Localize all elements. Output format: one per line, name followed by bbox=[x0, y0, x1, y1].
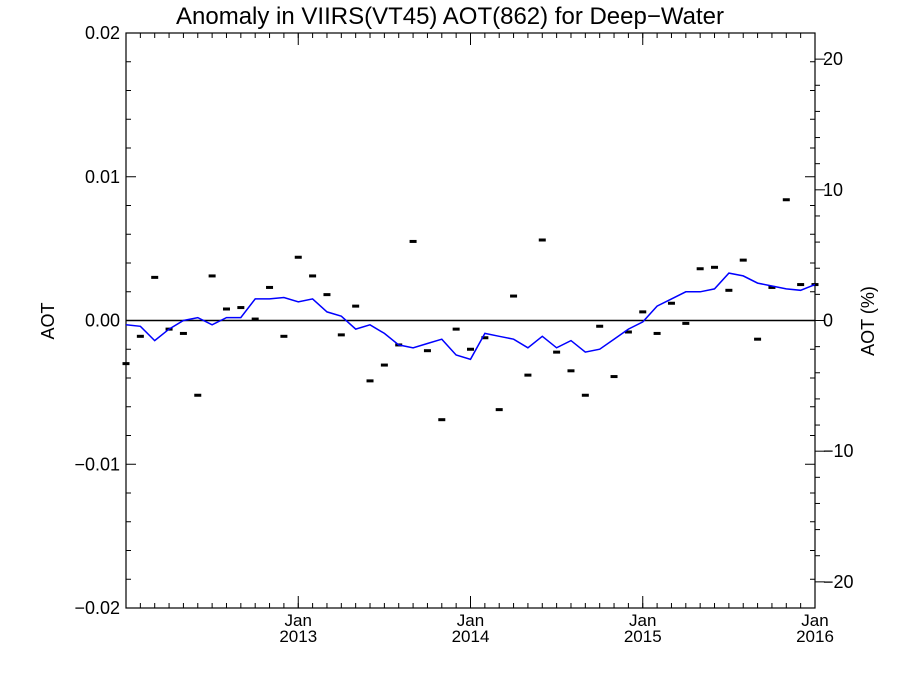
y-tick-label-left: 0.01 bbox=[85, 167, 120, 187]
x-tick-label-year: 2014 bbox=[452, 627, 490, 646]
data-point-dash bbox=[136, 334, 144, 338]
y-tick-label-left: 0.02 bbox=[85, 23, 120, 43]
x-tick-label-month: Jan bbox=[457, 611, 484, 630]
data-point-dash bbox=[423, 349, 431, 353]
data-point-dash bbox=[194, 393, 202, 397]
data-point-dash bbox=[768, 285, 776, 289]
data-point-dash bbox=[754, 337, 762, 341]
data-point-dash bbox=[639, 310, 647, 314]
data-point-dash bbox=[266, 285, 274, 289]
data-point-dash bbox=[467, 347, 474, 351]
data-point-dash bbox=[122, 362, 130, 366]
y-tick-label-right: 20 bbox=[823, 49, 843, 69]
data-point-dash bbox=[294, 255, 302, 259]
data-point-dash bbox=[696, 267, 704, 271]
data-point-dash bbox=[280, 334, 288, 338]
data-point-dash bbox=[711, 265, 719, 269]
plot-area bbox=[122, 198, 819, 422]
data-point-dash bbox=[782, 198, 790, 202]
data-point-dash bbox=[797, 283, 805, 287]
chart-title: Anomaly in VIIRS(VT45) AOT(862) for Deep… bbox=[176, 3, 724, 30]
y-tick-label-right: −20 bbox=[823, 572, 854, 592]
data-point-dash bbox=[452, 327, 460, 331]
data-point-dash bbox=[222, 307, 230, 311]
data-point-dash bbox=[811, 283, 819, 287]
data-point-dash bbox=[553, 350, 561, 354]
data-point-dash bbox=[481, 336, 489, 340]
y-tick-label-right: −10 bbox=[823, 441, 854, 461]
y-tick-label-left: 0.00 bbox=[85, 311, 120, 331]
data-point-dash bbox=[653, 331, 661, 335]
data-point-dash bbox=[596, 324, 604, 328]
data-point-dash bbox=[380, 363, 388, 367]
data-point-dash bbox=[739, 258, 747, 262]
data-point-dash bbox=[610, 375, 618, 379]
data-point-dash bbox=[495, 408, 503, 412]
x-tick-label-year: 2016 bbox=[796, 627, 834, 646]
x-tick-label-year: 2013 bbox=[279, 627, 317, 646]
data-point-dash bbox=[624, 330, 632, 334]
data-point-dash bbox=[438, 418, 446, 422]
y-axis-label-left: AOT bbox=[38, 302, 58, 339]
x-tick-label-month: Jan bbox=[285, 611, 312, 630]
x-tick-label-year: 2015 bbox=[624, 627, 662, 646]
data-point-dash bbox=[237, 306, 245, 310]
data-point-dash bbox=[524, 373, 532, 377]
x-tick-label-month: Jan bbox=[629, 611, 656, 630]
data-point-dash bbox=[581, 393, 589, 397]
data-point-dash bbox=[409, 239, 417, 243]
data-point-dash bbox=[682, 321, 690, 325]
data-point-dash bbox=[309, 274, 317, 278]
data-point-dash bbox=[251, 317, 259, 321]
data-point-dash bbox=[337, 333, 345, 337]
y-axis-label-right: AOT (%) bbox=[858, 286, 878, 356]
y-tick-label-right: 10 bbox=[823, 180, 843, 200]
data-point-dash bbox=[538, 238, 546, 242]
axes: −0.02−0.010.000.010.02−20−1001020Jan2013… bbox=[74, 23, 853, 646]
anomaly-line bbox=[125, 272, 816, 361]
y-tick-label-left: −0.01 bbox=[74, 454, 120, 474]
data-point-dash bbox=[208, 274, 216, 278]
data-point-dash bbox=[667, 301, 675, 305]
data-point-dash bbox=[179, 331, 187, 335]
data-point-dash bbox=[151, 275, 159, 279]
data-point-dash bbox=[323, 293, 331, 297]
data-point-dash bbox=[567, 369, 575, 373]
data-point-dash bbox=[725, 288, 733, 292]
data-point-dash bbox=[366, 379, 374, 383]
data-point-dash bbox=[352, 304, 360, 308]
x-tick-label-month: Jan bbox=[801, 611, 828, 630]
data-point-dash bbox=[510, 294, 518, 298]
y-tick-label-left: −0.02 bbox=[74, 598, 120, 618]
y-tick-label-right: 0 bbox=[823, 311, 833, 331]
